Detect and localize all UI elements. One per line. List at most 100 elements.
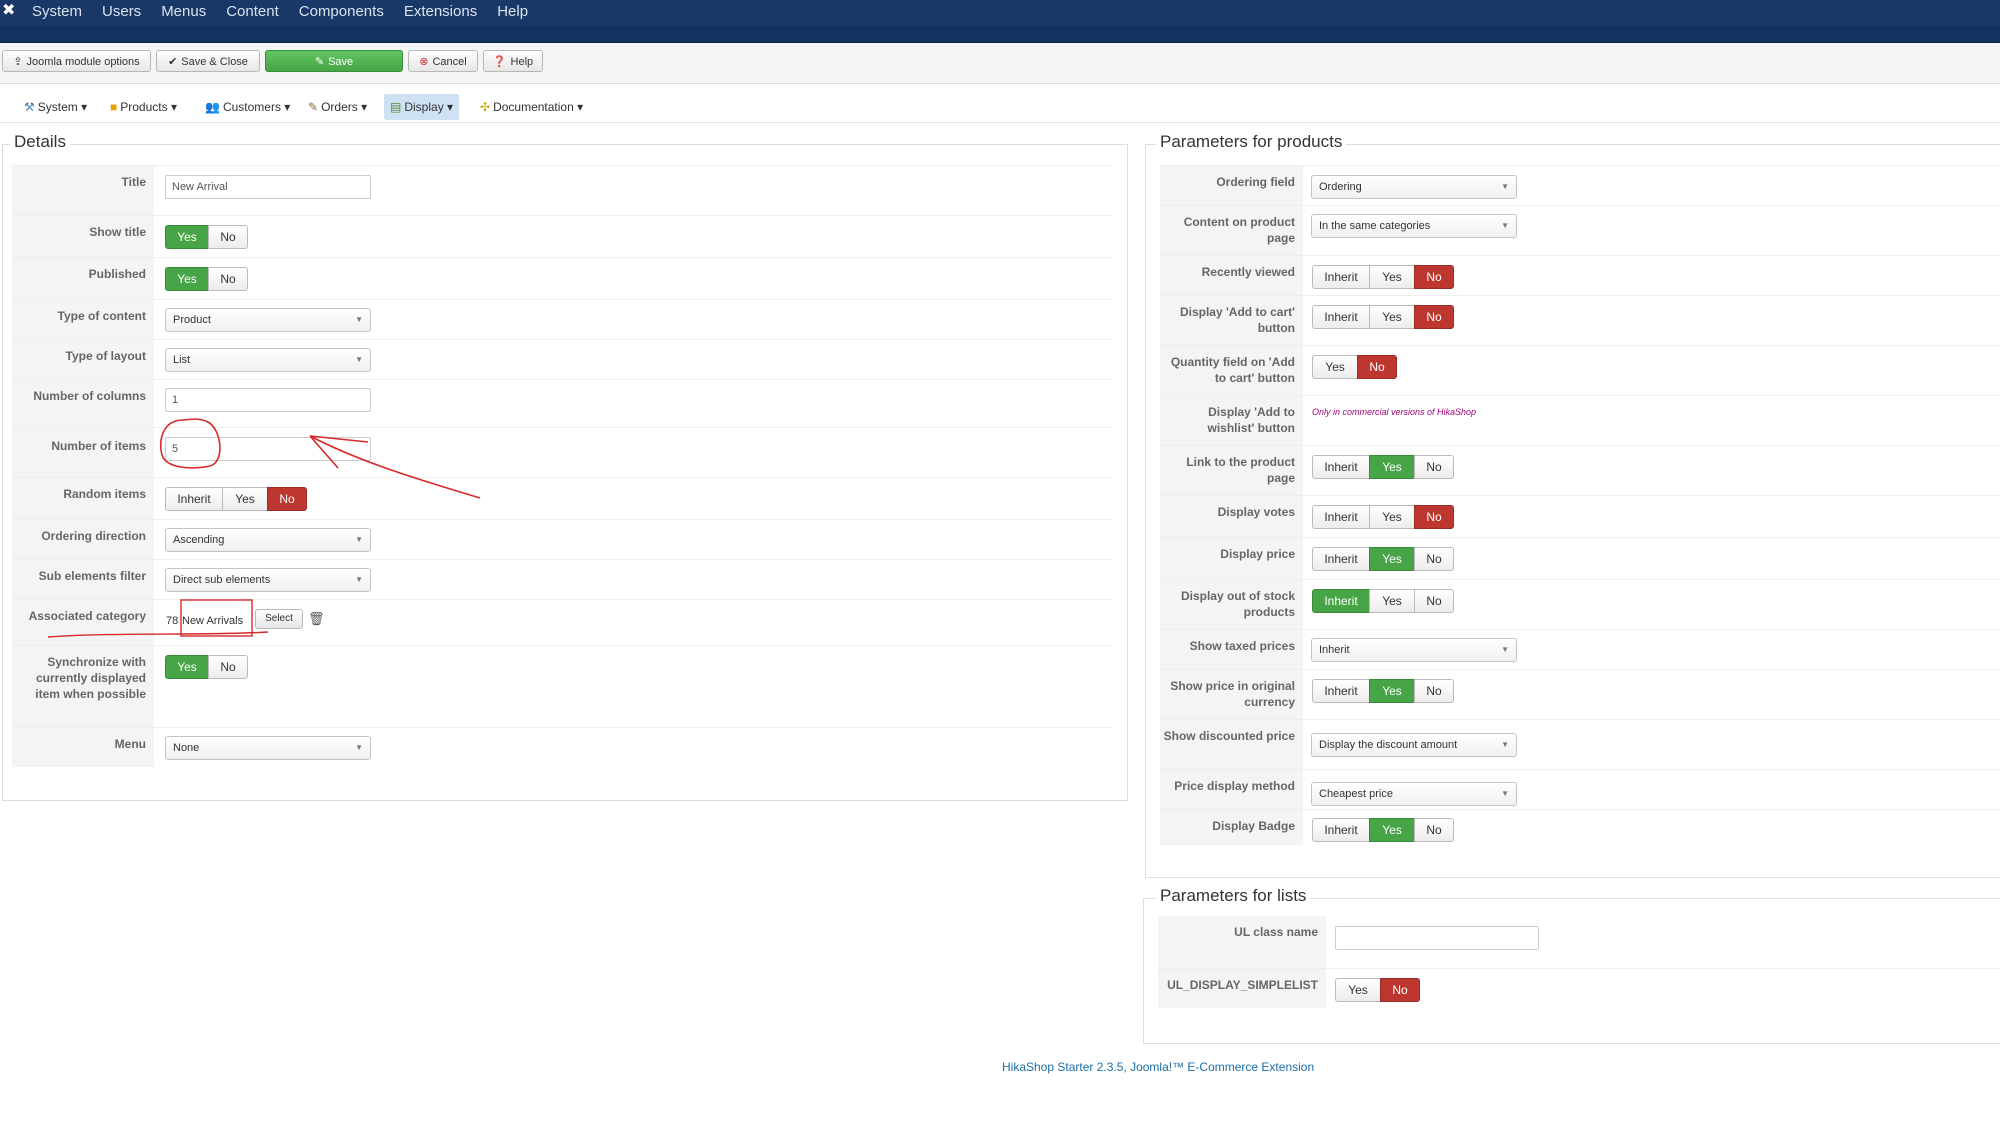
price-yes[interactable]: Yes: [1369, 547, 1415, 571]
menu-components[interactable]: Components: [298, 3, 384, 20]
orders-icon: ✎: [308, 100, 319, 114]
price-label: Display price: [1160, 538, 1303, 579]
menu-extensions[interactable]: Extensions: [403, 3, 478, 20]
row-price: Display price Inherit Yes No: [1160, 537, 2000, 579]
chevron-down-icon: ▼: [1501, 221, 1509, 230]
orig-currency-yes[interactable]: Yes: [1369, 679, 1415, 703]
row-items: Number of items 5: [12, 427, 1112, 477]
votes-no[interactable]: No: [1414, 505, 1454, 529]
show-title-no[interactable]: No: [208, 225, 248, 249]
save-close-button[interactable]: ✔ Save & Close: [156, 50, 260, 72]
wishlist-label: Display 'Add to wishlist' button: [1160, 396, 1303, 445]
submenu-customers[interactable]: 👥 Customers ▾: [205, 100, 291, 114]
menu-content[interactable]: Content: [226, 3, 279, 20]
row-sync: Synchronize with currently displayed ite…: [12, 645, 1112, 727]
badge-no[interactable]: No: [1414, 818, 1454, 842]
content-page-label: Content on product page: [1160, 206, 1303, 255]
price-method-select[interactable]: Cheapest price ▼: [1311, 782, 1517, 806]
orig-currency-no[interactable]: No: [1414, 679, 1454, 703]
assoc-cat-select-button[interactable]: Select: [255, 609, 303, 629]
price-inherit[interactable]: Inherit: [1312, 547, 1370, 571]
title-input[interactable]: New Arrival: [165, 175, 371, 199]
simplelist-yes[interactable]: Yes: [1335, 978, 1381, 1002]
check-icon: ✔: [168, 56, 178, 68]
tools-icon: ⚒: [24, 100, 35, 114]
link-page-no[interactable]: No: [1414, 455, 1454, 479]
menu-menus[interactable]: Menus: [161, 3, 207, 20]
row-price-method: Price display method Cheapest price ▼: [1160, 769, 2000, 809]
recently-viewed-no[interactable]: No: [1414, 265, 1454, 289]
random-inherit[interactable]: Inherit: [165, 487, 223, 511]
type-content-select[interactable]: Product ▼: [165, 308, 371, 332]
out-stock-yes[interactable]: Yes: [1369, 589, 1415, 613]
out-stock-no[interactable]: No: [1414, 589, 1454, 613]
votes-yes[interactable]: Yes: [1369, 505, 1415, 529]
add-cart-yes[interactable]: Yes: [1369, 305, 1415, 329]
columns-input[interactable]: 1: [165, 388, 371, 412]
out-stock-inherit[interactable]: Inherit: [1312, 589, 1370, 613]
assoc-cat-label: Associated category: [12, 600, 154, 645]
cancel-button[interactable]: ⊗ Cancel: [408, 50, 478, 72]
menu-users[interactable]: Users: [102, 3, 142, 20]
trash-icon[interactable]: 🗑: [308, 611, 325, 626]
submenu-display[interactable]: ▤ Display ▾: [384, 94, 460, 120]
simplelist-no[interactable]: No: [1380, 978, 1420, 1002]
published-no[interactable]: No: [208, 267, 248, 291]
discounted-select[interactable]: Display the discount amount ▼: [1311, 733, 1517, 757]
joomla-module-options-button[interactable]: ⇪ Joomla module options: [2, 50, 151, 72]
recently-viewed-inherit[interactable]: Inherit: [1312, 265, 1370, 289]
top-bar-stripe: [0, 26, 2000, 42]
row-menu: Menu None ▼: [12, 727, 1112, 767]
add-cart-no[interactable]: No: [1414, 305, 1454, 329]
votes-inherit[interactable]: Inherit: [1312, 505, 1370, 529]
badge-yes[interactable]: Yes: [1369, 818, 1415, 842]
random-no[interactable]: No: [267, 487, 307, 511]
type-layout-select[interactable]: List ▼: [165, 348, 371, 372]
link-page-inherit[interactable]: Inherit: [1312, 455, 1370, 479]
submenu-system[interactable]: ⚒ System ▾: [24, 100, 88, 114]
add-cart-inherit[interactable]: Inherit: [1312, 305, 1370, 329]
qty-field-no[interactable]: No: [1357, 355, 1397, 379]
discounted-label: Show discounted price: [1160, 720, 1303, 769]
chevron-down-icon: ▼: [355, 355, 363, 364]
documentation-icon: ✣: [480, 100, 491, 114]
ordering-field-select[interactable]: Ordering ▼: [1311, 175, 1517, 199]
sync-no[interactable]: No: [208, 655, 248, 679]
link-page-yes[interactable]: Yes: [1369, 455, 1415, 479]
save-button[interactable]: ✎ Save: [265, 50, 403, 72]
show-title-toggle: Yes No: [165, 225, 248, 249]
submenu-orders[interactable]: ✎ Orders ▾: [308, 100, 368, 114]
sync-yes[interactable]: Yes: [165, 655, 209, 679]
row-published: Published Yes No: [12, 257, 1112, 299]
menu-select[interactable]: None ▼: [165, 736, 371, 760]
menu-help[interactable]: Help: [497, 3, 529, 20]
random-yes[interactable]: Yes: [222, 487, 268, 511]
content-page-select[interactable]: In the same categories ▼: [1311, 214, 1517, 238]
help-button[interactable]: ❓ Help: [483, 50, 543, 72]
qty-field-yes[interactable]: Yes: [1312, 355, 1358, 379]
admin-top-bar: ✖ System Users Menus Content Components …: [0, 0, 2000, 43]
sub-filter-select[interactable]: Direct sub elements ▼: [165, 568, 371, 592]
price-no[interactable]: No: [1414, 547, 1454, 571]
show-title-yes[interactable]: Yes: [165, 225, 209, 249]
chevron-down-icon: ▼: [355, 315, 363, 324]
chevron-down-icon: ▼: [355, 535, 363, 544]
badge-inherit[interactable]: Inherit: [1312, 818, 1370, 842]
published-toggle: Yes No: [165, 267, 248, 291]
published-yes[interactable]: Yes: [165, 267, 209, 291]
show-title-label: Show title: [12, 216, 154, 257]
joomla-logo-icon[interactable]: ✖: [2, 2, 16, 19]
columns-label: Number of columns: [12, 380, 154, 427]
submenu-products[interactable]: ■ Products ▾: [110, 100, 177, 114]
ul-class-input[interactable]: [1335, 926, 1539, 950]
recently-viewed-yes[interactable]: Yes: [1369, 265, 1415, 289]
submenu-documentation[interactable]: ✣ Documentation ▾: [480, 100, 584, 114]
orig-currency-inherit[interactable]: Inherit: [1312, 679, 1370, 703]
users-icon: 👥: [205, 100, 220, 114]
price-method-label: Price display method: [1160, 770, 1303, 809]
menu-system[interactable]: System: [32, 3, 83, 20]
items-input[interactable]: 5: [165, 437, 371, 461]
taxed-select[interactable]: Inherit ▼: [1311, 638, 1517, 662]
footer-link[interactable]: HikaShop Starter 2.3.5, Joomla!™ E-Comme…: [1002, 1060, 1315, 1074]
ordering-dir-select[interactable]: Ascending ▼: [165, 528, 371, 552]
